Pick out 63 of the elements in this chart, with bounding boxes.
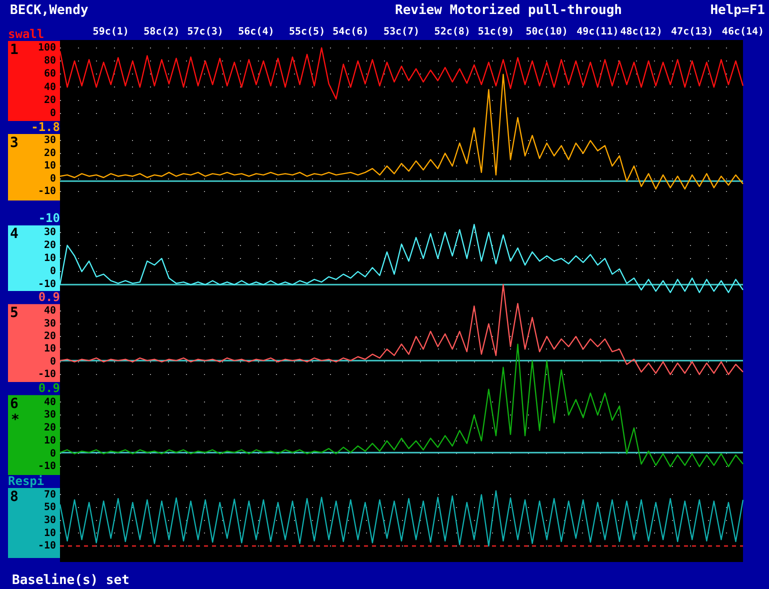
y-tick-label: -10: [38, 279, 56, 290]
x-tick-label: 58c(2): [144, 26, 180, 38]
y-tick-label: 70: [44, 489, 56, 500]
y-tick-label: 40: [44, 82, 56, 93]
x-tick-label: 48c(12): [620, 26, 662, 38]
x-tick-label: 46c(14): [722, 26, 764, 38]
text: 8: [10, 488, 18, 505]
x-tick-label: 49c(11): [576, 26, 619, 38]
x-tick-label: 57c(3): [187, 26, 224, 38]
text: 3: [10, 134, 18, 151]
x-tick-label: 54c(6): [332, 26, 369, 38]
y-tick-label: -10: [38, 369, 56, 380]
y-tick-label: 30: [44, 410, 56, 421]
y-tick-label: 20: [44, 94, 56, 106]
y-axis-title: 0.9: [38, 290, 60, 304]
text: 6: [10, 396, 18, 412]
x-tick-label: 55c(5): [288, 26, 326, 38]
y-axis-title: swall: [8, 26, 44, 41]
chart-title: Review Motorized pull-through: [395, 3, 622, 18]
y-tick-label: 30: [44, 514, 56, 526]
y-tick-label: -10: [38, 461, 56, 472]
text: BECK,Wendy: [10, 3, 88, 18]
y-tick-label: 30: [44, 135, 56, 146]
y-tick-label: 40: [44, 396, 56, 408]
y-tick-label: 60: [44, 68, 56, 80]
y-tick-label: 100: [38, 42, 56, 54]
x-tick-label: 52c(8): [434, 26, 470, 38]
y-tick-label: 40: [44, 306, 56, 317]
y-tick-label: 20: [44, 422, 56, 434]
y-tick-label: 10: [44, 344, 56, 355]
y-axis-title: 0.9: [38, 381, 60, 396]
y-tick-label: 30: [44, 226, 56, 238]
x-tick-label: 53c(7): [383, 26, 420, 38]
x-tick-label: 47c(13): [671, 26, 714, 38]
y-tick-label: 10: [44, 160, 56, 172]
x-tick-label: 51c(9): [478, 26, 514, 38]
text: 5: [10, 305, 18, 322]
y-tick-label: 0: [50, 266, 56, 278]
y-tick-label: 0: [50, 173, 56, 184]
text: Baseline(s) set: [12, 573, 130, 588]
y-tick-label: 50: [44, 502, 56, 514]
y-axis-title: Respi: [8, 474, 44, 488]
x-tick-label: 56c(4): [238, 26, 274, 38]
y-tick-label: 0: [50, 356, 56, 368]
y-tick-label: -10: [38, 540, 56, 552]
y-tick-label: -10: [38, 186, 56, 198]
x-tick-label: 59c(1): [92, 26, 129, 38]
y-tick-label: 20: [44, 240, 56, 251]
y-tick-label: 10: [44, 528, 56, 539]
y-tick-label: 20: [44, 148, 56, 159]
text: 1: [10, 42, 18, 58]
y-tick-label: 80: [44, 56, 56, 67]
x-tick-label: 50c(10): [526, 26, 568, 38]
y-tick-label: 20: [44, 331, 56, 342]
y-tick-label: 30: [44, 318, 56, 330]
y-tick-label: 0: [50, 108, 56, 119]
text: Help=F1: [710, 3, 765, 18]
y-tick-label: 10: [44, 253, 56, 264]
y-tick-label: 10: [44, 435, 56, 446]
y-tick-label: 0: [50, 448, 56, 460]
y-axis-title: -1.8: [31, 120, 60, 134]
text: *: [11, 412, 20, 428]
text: 4: [10, 226, 18, 242]
